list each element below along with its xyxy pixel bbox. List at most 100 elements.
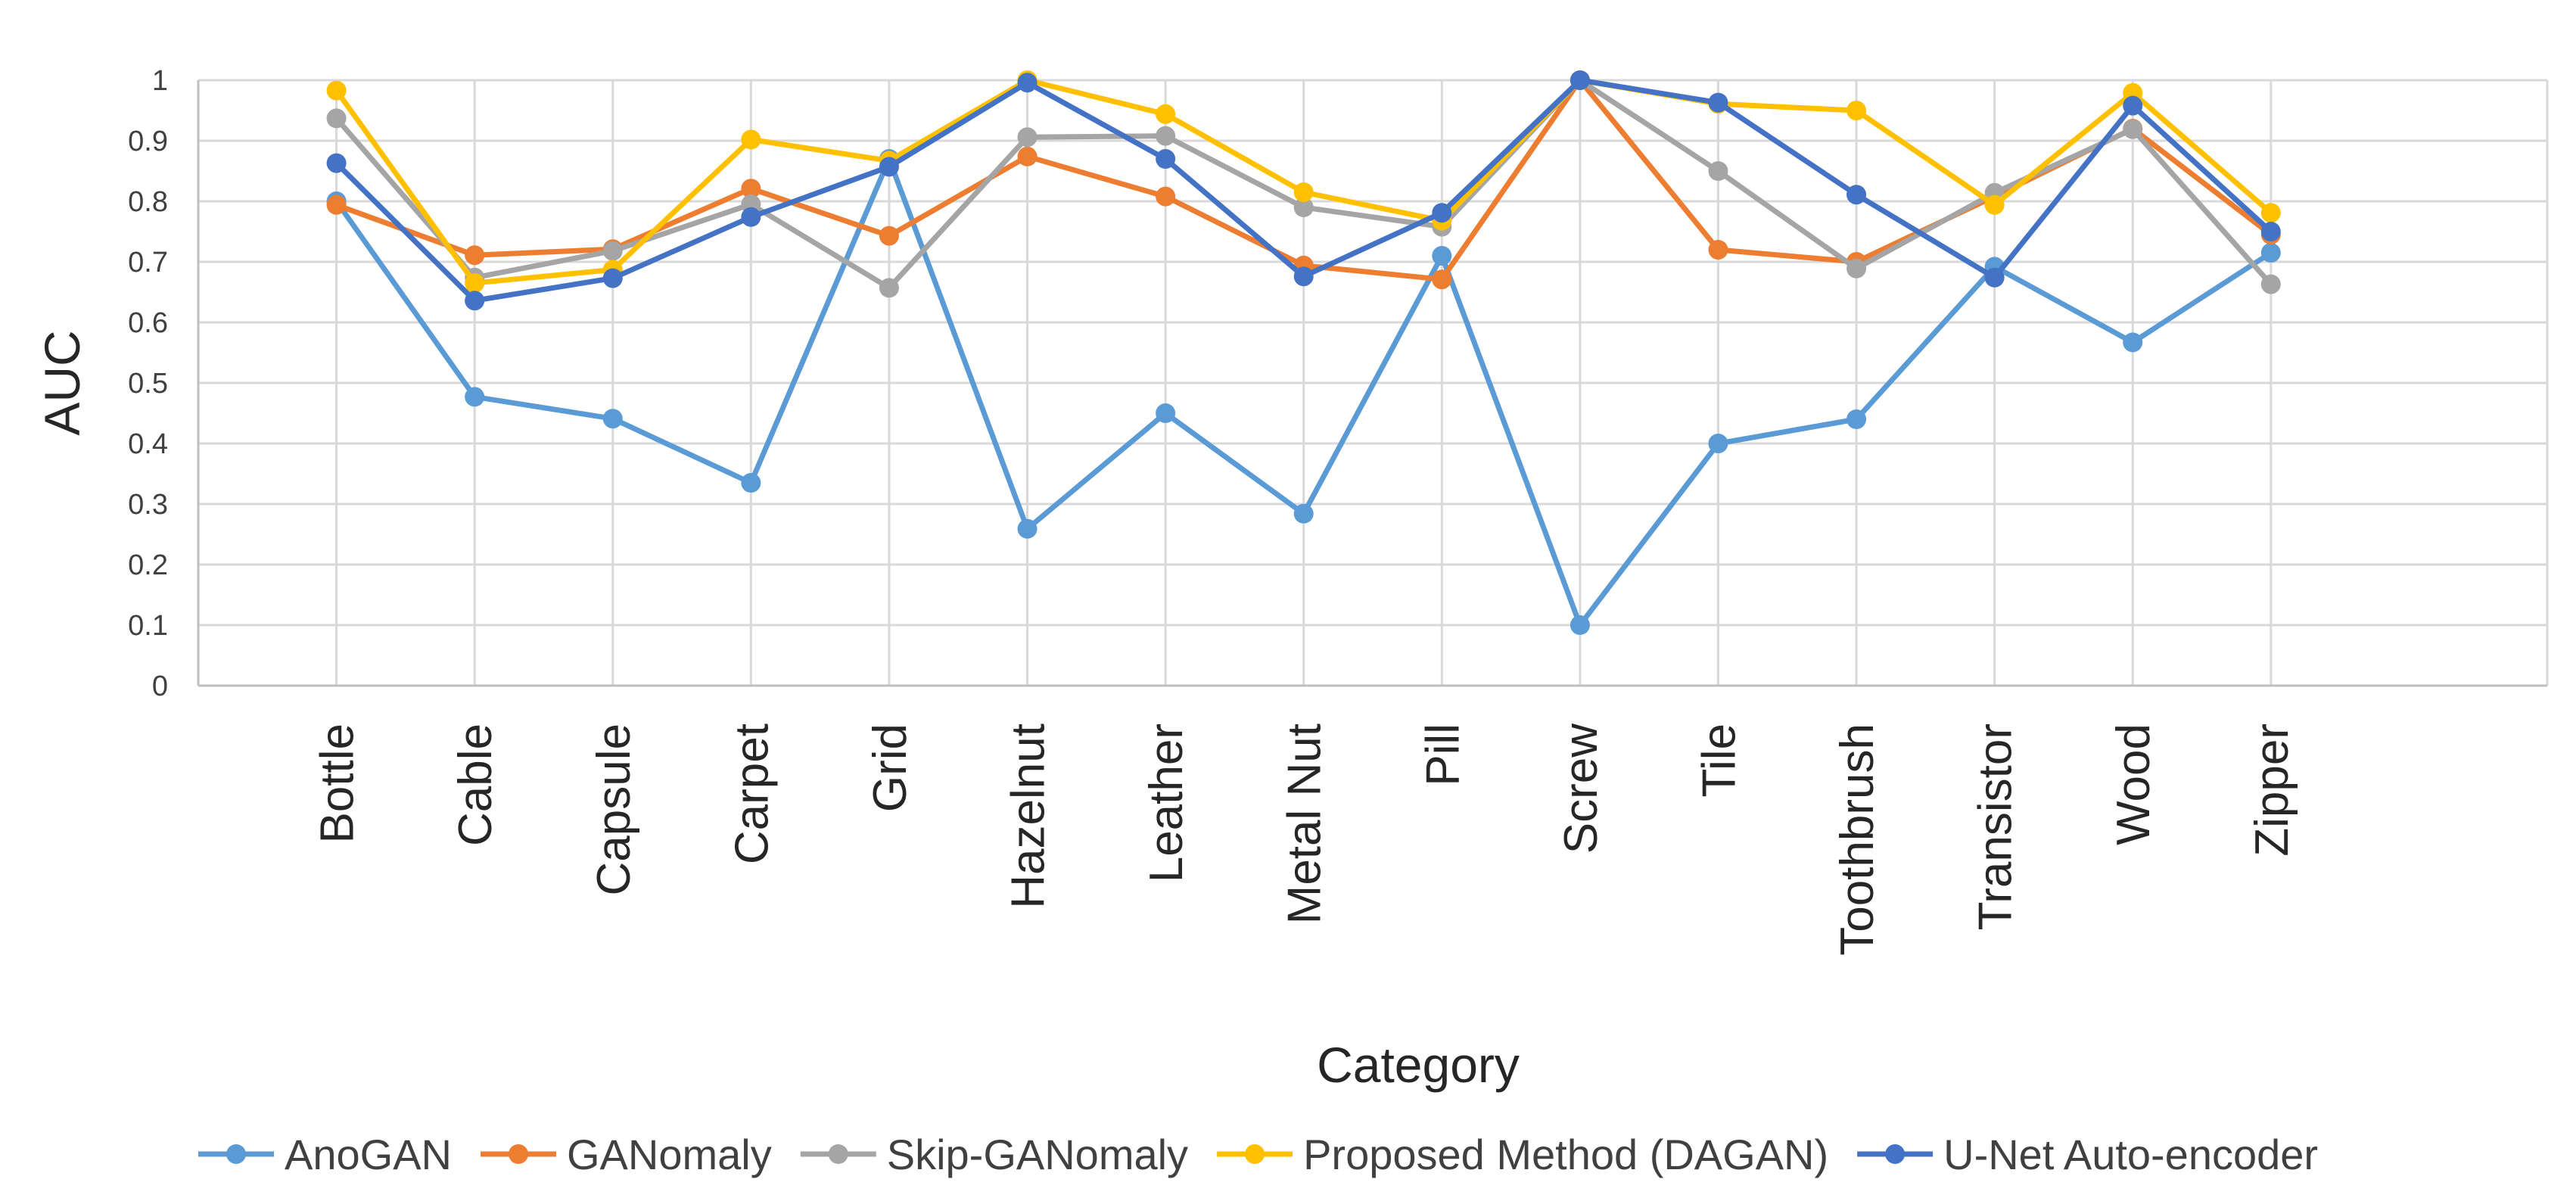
data-point <box>1708 240 1728 260</box>
data-point <box>879 226 899 246</box>
data-point <box>1293 266 1314 287</box>
y-tick-labels: 0 0.1 0.2 0.3 0.4 0.5 0.6 0.7 0.8 0.9 1 <box>128 65 168 702</box>
data-point <box>1432 269 1452 290</box>
data-point <box>1846 409 1867 429</box>
y-tick-label: 0.9 <box>128 126 168 157</box>
x-tick-label: Cable <box>450 723 502 846</box>
legend-swatch-marker <box>1245 1144 1265 1164</box>
x-tick-label: Pill <box>1417 723 1469 786</box>
data-point <box>879 278 899 298</box>
data-point <box>1570 615 1590 635</box>
y-tick-label: 0.4 <box>128 428 168 460</box>
x-tick-label: Wood <box>2108 723 2160 845</box>
data-point <box>741 129 761 150</box>
legend-item: GANomaly <box>481 1131 772 1178</box>
legend-label: Proposed Method (DAGAN) <box>1303 1131 1828 1178</box>
data-point <box>465 245 485 266</box>
data-point <box>1984 194 2005 215</box>
data-point <box>1156 403 1176 423</box>
data-point <box>1846 185 1867 205</box>
data-point <box>1017 518 1038 539</box>
x-tick-label: Carpet <box>726 723 778 864</box>
data-point <box>741 179 761 199</box>
y-tick-label: 0.2 <box>128 549 168 581</box>
data-point <box>326 194 347 215</box>
y-tick-label: 0.3 <box>128 489 168 521</box>
series-lines <box>326 70 2281 635</box>
data-point <box>465 387 485 407</box>
data-point <box>326 153 347 173</box>
y-axis-title: AUC <box>34 330 90 435</box>
x-axis-title: Category <box>1317 1037 1520 1093</box>
x-tick-labels: Bottle Cable Capsule Carpet Grid Hazelnut Leat… <box>312 723 2298 956</box>
x-tick-label: Leather <box>1140 723 1193 882</box>
data-point <box>1708 161 1728 181</box>
data-point <box>741 207 761 227</box>
y-tick-label: 1 <box>152 65 168 97</box>
data-point <box>1708 92 1728 113</box>
data-point <box>465 291 485 311</box>
data-point <box>2260 203 2281 223</box>
legend-swatch-marker <box>509 1144 528 1164</box>
data-point <box>602 268 623 288</box>
legend-label: U-Net Auto-encoder <box>1943 1131 2318 1178</box>
legend-item: U-Net Auto-encoder <box>1857 1131 2318 1178</box>
data-point <box>326 80 347 101</box>
data-point <box>1846 258 1867 278</box>
data-point <box>1156 126 1176 146</box>
y-tick-label: 0.6 <box>128 307 168 339</box>
data-point <box>1293 503 1314 524</box>
data-point <box>1293 182 1314 202</box>
data-point <box>326 108 347 129</box>
legend: AnoGAN GANomaly Skip-GANomaly Proposed Meth… <box>198 1131 2318 1178</box>
x-tick-label: Metal Nut <box>1279 723 1331 924</box>
data-point <box>1017 73 1038 93</box>
data-point <box>1570 70 1590 90</box>
data-point <box>1846 101 1867 120</box>
x-tick-label: Capsule <box>588 723 640 895</box>
data-point <box>1432 203 1452 223</box>
x-tick-label: Zipper <box>2246 723 2298 857</box>
data-point <box>1432 246 1452 266</box>
legend-item: AnoGAN <box>198 1131 452 1178</box>
data-point <box>2260 243 2281 263</box>
y-tick-label: 0 <box>152 671 168 702</box>
data-point <box>1156 186 1176 207</box>
x-tick-label: Bottle <box>312 723 364 844</box>
legend-label: Skip-GANomaly <box>887 1131 1188 1178</box>
data-point <box>741 473 761 493</box>
x-tick-label: Toothbrush <box>1831 723 1884 956</box>
data-point <box>879 157 899 177</box>
legend-swatch-marker <box>226 1144 246 1164</box>
data-point <box>465 273 485 293</box>
data-point <box>602 241 623 261</box>
y-tick-label: 0.7 <box>128 247 168 278</box>
legend-swatch-marker <box>1885 1144 1906 1164</box>
data-point <box>2260 274 2281 294</box>
y-tick-label: 0.8 <box>128 186 168 218</box>
data-point <box>2123 119 2143 139</box>
data-point <box>1156 149 1176 169</box>
x-tick-label: Screw <box>1555 723 1607 854</box>
data-point <box>1017 146 1038 166</box>
x-tick-label: Tile <box>1693 723 1745 798</box>
x-tick-label: Transistor <box>1970 723 2022 930</box>
data-point <box>2123 332 2143 353</box>
axes <box>197 80 2547 687</box>
legend-swatch-marker <box>828 1144 848 1164</box>
data-point <box>1984 267 2005 288</box>
data-point <box>1156 104 1176 124</box>
data-point <box>1293 198 1314 217</box>
x-tick-label: Grid <box>864 723 916 812</box>
data-point <box>1708 434 1728 453</box>
legend-label: AnoGAN <box>285 1131 452 1178</box>
y-tick-label: 0.5 <box>128 368 168 400</box>
legend-item: Skip-GANomaly <box>800 1131 1188 1178</box>
data-point <box>2123 95 2143 116</box>
x-tick-label: Hazelnut <box>1003 723 1055 909</box>
legend-label: GANomaly <box>567 1131 772 1178</box>
y-tick-label: 0.1 <box>128 610 168 642</box>
legend-item: Proposed Method (DAGAN) <box>1217 1131 1828 1178</box>
